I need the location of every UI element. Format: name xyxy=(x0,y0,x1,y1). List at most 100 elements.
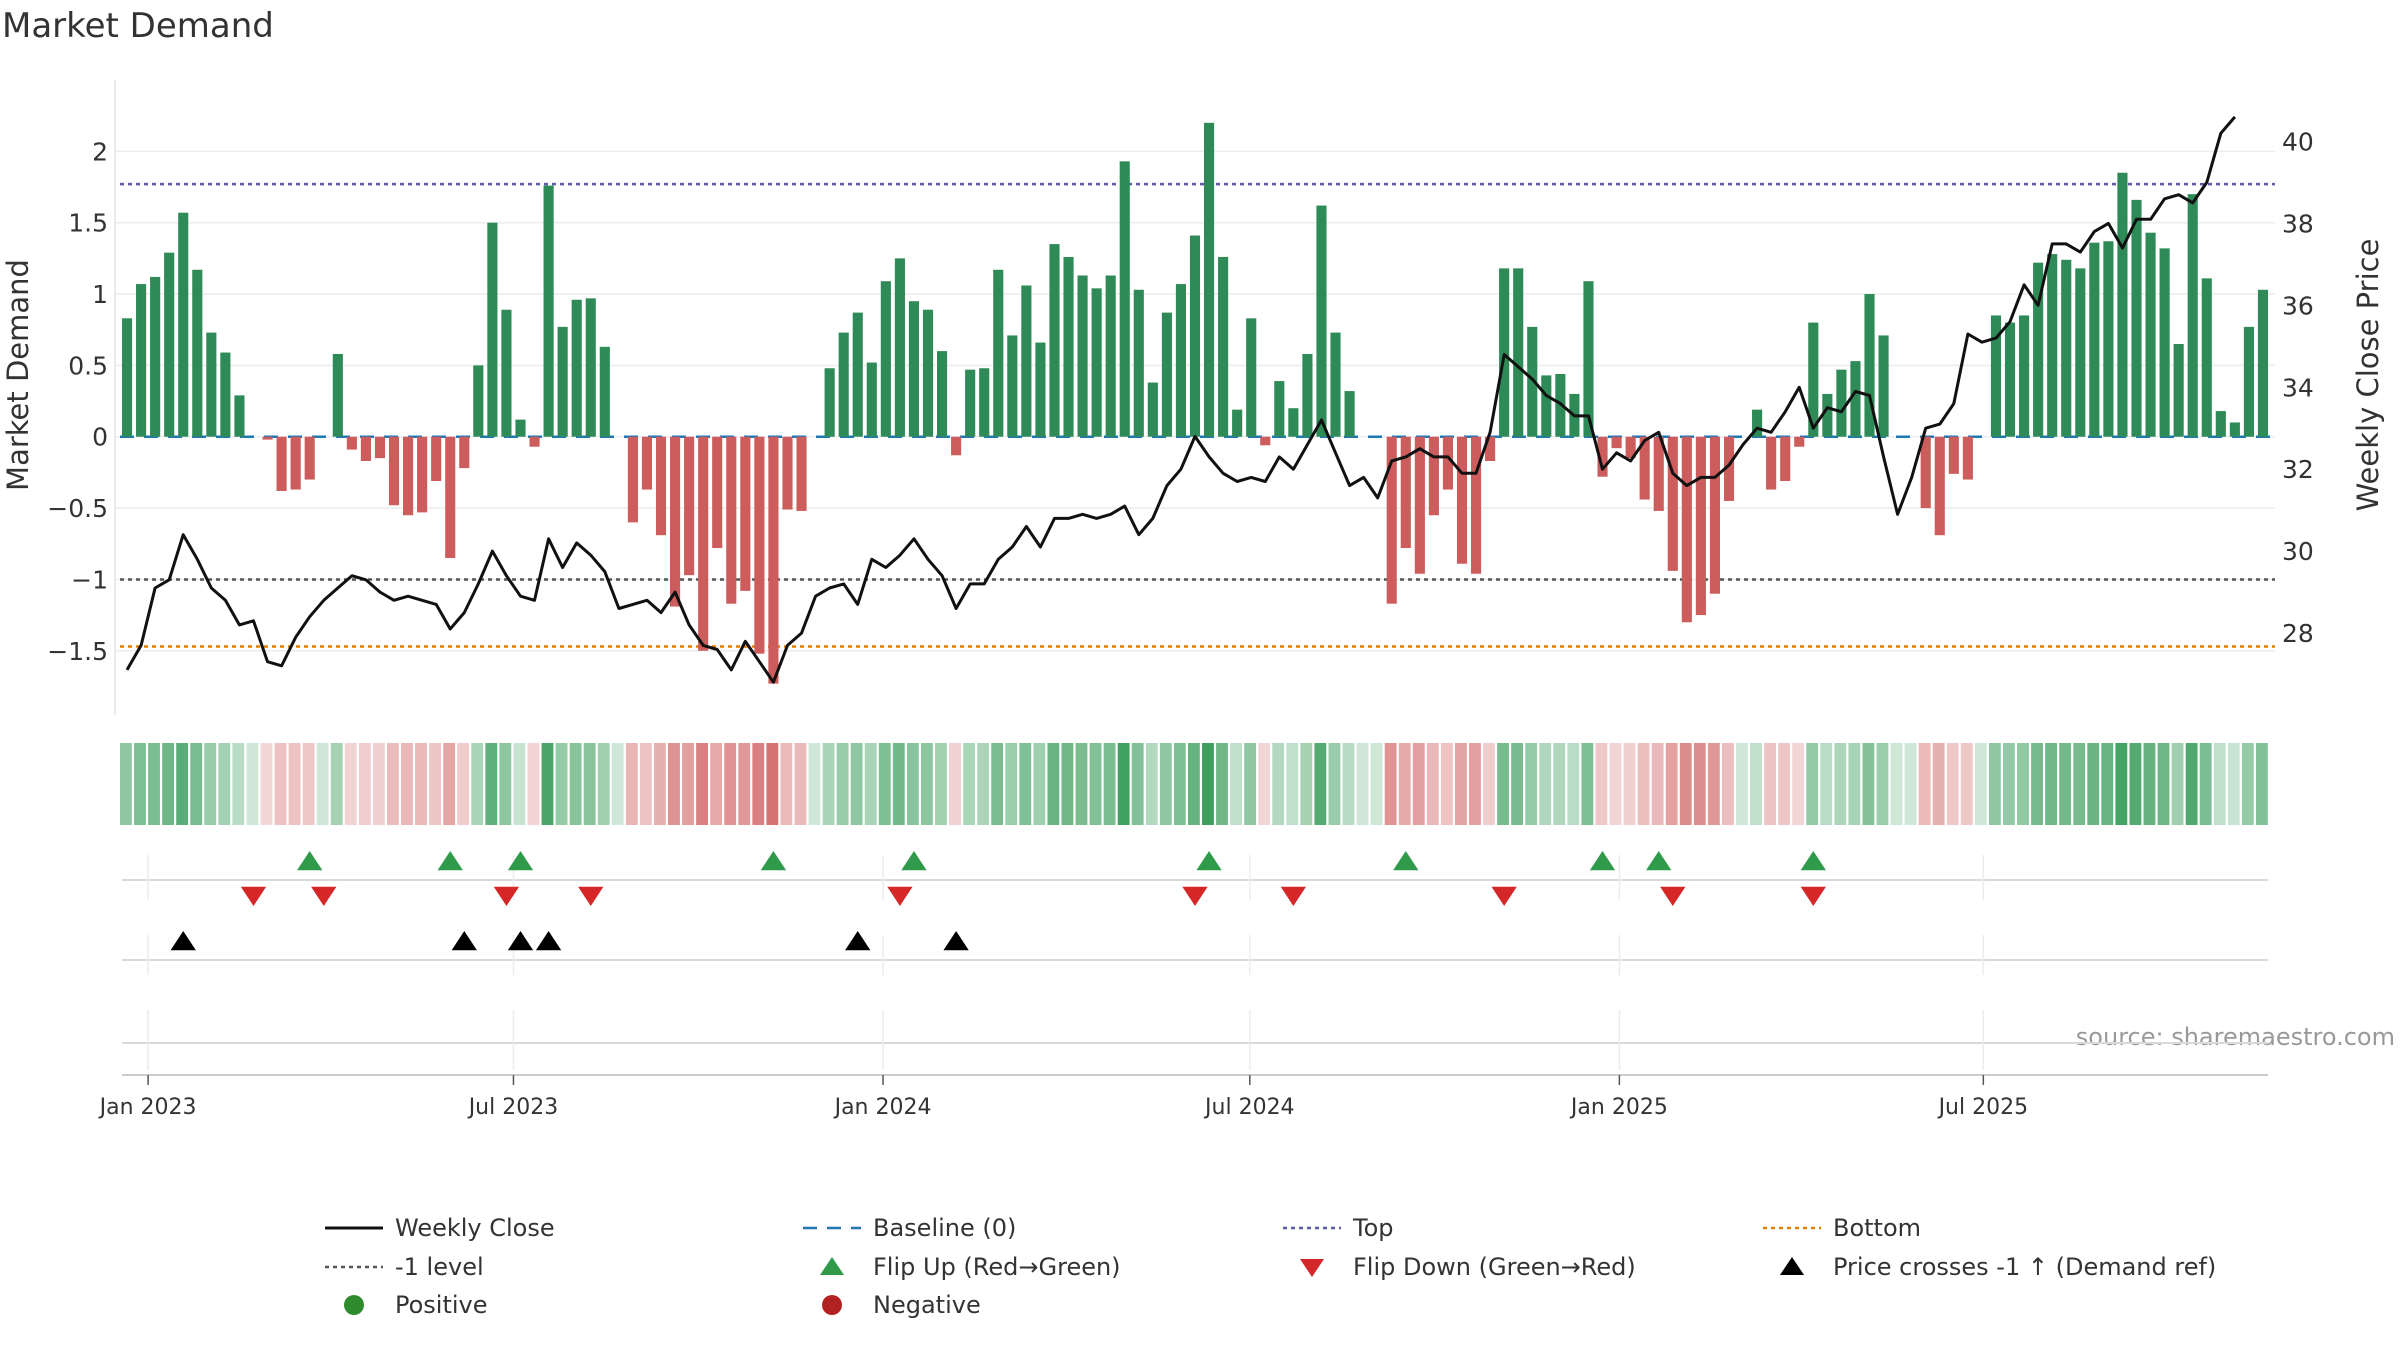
positive-bar xyxy=(121,318,133,437)
positive-bar xyxy=(852,312,863,437)
positive-bar xyxy=(1007,335,1018,437)
heat-cell xyxy=(1342,743,1355,825)
flip-up-marker xyxy=(507,851,534,871)
heat-cell xyxy=(485,743,498,825)
legend-label: Negative xyxy=(873,1291,981,1319)
negative-bar xyxy=(726,436,737,604)
positive-bar xyxy=(922,309,934,437)
heat-cell xyxy=(920,743,933,825)
negative-bar xyxy=(388,436,400,506)
heat-cell xyxy=(2129,743,2142,825)
heat-cell xyxy=(724,743,737,825)
heat-cell xyxy=(148,743,160,825)
positive-bar xyxy=(557,326,568,437)
heat-cell xyxy=(710,743,723,825)
negative-bar xyxy=(1442,436,1453,490)
positive-bar xyxy=(2215,411,2226,437)
positive-bar xyxy=(1752,409,1763,437)
positive-bar xyxy=(1049,244,1060,437)
positive-bar xyxy=(2075,268,2086,437)
positive-bar xyxy=(1344,391,1355,437)
positive-bar xyxy=(487,222,498,437)
positive-bar xyxy=(2159,248,2170,437)
heat-cell xyxy=(1651,743,1664,825)
positive-bar xyxy=(1541,375,1552,437)
heat-cell xyxy=(1202,743,1214,825)
left-tick-label: 0 xyxy=(92,423,108,452)
negative-bar xyxy=(1414,436,1425,574)
heat-cell xyxy=(1412,743,1425,825)
positive-bar xyxy=(1133,289,1144,437)
heat-cell xyxy=(260,743,273,825)
negative-bar xyxy=(1794,436,1805,447)
signal-markers xyxy=(122,851,2268,1076)
heat-cell xyxy=(794,743,807,825)
heat-cell xyxy=(569,743,582,825)
heat-cell xyxy=(1454,743,1467,825)
positive-bar xyxy=(1161,312,1172,437)
heat-cell xyxy=(1272,743,1285,825)
positive-bar xyxy=(501,309,512,437)
negative-bar xyxy=(782,436,793,510)
negative-bar xyxy=(360,436,371,461)
negative-bar xyxy=(1456,436,1468,564)
legend-item: Baseline (0) xyxy=(803,1214,1016,1242)
flip-up-marker xyxy=(1196,851,1222,871)
right-tick-label: 36 xyxy=(2282,291,2314,320)
positive-bar xyxy=(2243,326,2254,437)
positive-bar xyxy=(234,395,245,437)
negative-bar xyxy=(445,436,456,559)
flip-up-marker xyxy=(1393,851,1419,871)
heat-cell xyxy=(1103,743,1116,825)
heat-cell xyxy=(2241,743,2254,825)
heat-cell xyxy=(1834,743,1847,825)
heat-cell xyxy=(232,743,245,825)
heat-cell xyxy=(1469,743,1481,825)
heat-cell xyxy=(1131,743,1144,825)
heat-cell xyxy=(555,743,568,825)
positive-bar xyxy=(2089,242,2100,437)
heat-cell xyxy=(2045,743,2058,825)
legend-label: Flip Up (Red→Green) xyxy=(873,1253,1121,1281)
heat-cell xyxy=(2171,743,2184,825)
positive-bar xyxy=(1175,284,1187,437)
legend-label: Positive xyxy=(395,1291,488,1319)
positive-bar xyxy=(824,368,835,437)
heat-cell xyxy=(2185,743,2198,825)
heat-cell xyxy=(611,743,624,825)
heat-cell xyxy=(583,743,596,825)
flip-down-marker xyxy=(1491,886,1517,906)
heat-cell xyxy=(1539,743,1552,825)
heat-cell xyxy=(1398,743,1411,825)
heat-cell xyxy=(190,743,203,825)
positive-bar xyxy=(965,369,976,437)
positive-bar xyxy=(1330,332,1341,437)
positive-bar xyxy=(1850,361,1861,437)
heat-cell xyxy=(344,743,357,825)
heat-cell xyxy=(1792,743,1805,825)
heat-cell xyxy=(836,743,849,825)
heat-cell xyxy=(1679,743,1692,825)
heat-cell xyxy=(1567,743,1580,825)
heat-cell xyxy=(1244,743,1257,825)
heat-cell xyxy=(1145,743,1158,825)
heat-cell xyxy=(1890,743,1903,825)
heat-cell xyxy=(2073,743,2086,825)
flip-up-marker xyxy=(760,851,787,871)
heat-cell xyxy=(780,743,793,825)
positive-bar xyxy=(838,332,849,437)
heat-cell xyxy=(401,743,413,825)
price-cross-marker xyxy=(451,931,477,951)
positive-bar xyxy=(543,185,554,437)
positive-bar xyxy=(880,281,891,437)
positive-bar xyxy=(178,212,189,437)
positive-bar xyxy=(332,353,343,437)
heat-cell xyxy=(1440,743,1453,825)
right-tick-label: 32 xyxy=(2282,455,2314,484)
heat-cell xyxy=(1033,743,1046,825)
heat-cell xyxy=(822,743,835,825)
flip-up-marker xyxy=(1800,851,1826,871)
negative-bar xyxy=(1934,436,1945,536)
left-tick-label: 1 xyxy=(92,280,108,309)
heat-cell xyxy=(991,743,1004,825)
